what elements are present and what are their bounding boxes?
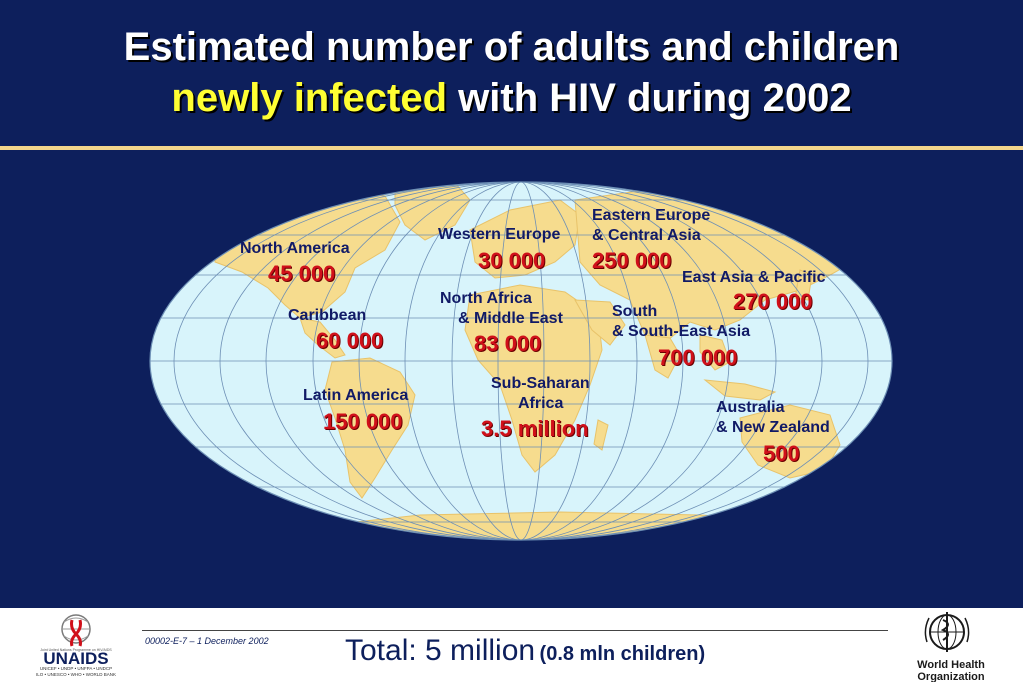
region-label-eastern-europe-line2: & Central Asia [592,227,701,244]
region-value-latin-america: 150 000 [323,409,403,434]
who-name-line2: Organization [917,671,985,682]
region-label-caribbean: Caribbean [288,307,367,324]
region-label-western-europe: Western Europe [438,226,561,243]
region-label-sub-saharan-line1: Sub-Saharan [491,375,590,392]
land-south-america [324,357,416,499]
graticule [150,182,892,540]
region-label-south-asia-line1: South [612,303,658,320]
region-value-eastern-europe: 250 000 [592,248,672,273]
region-label-latin-america: Latin America [303,387,409,404]
svg-text:Joint United Nations Programme: Joint United Nations Programme on HIV/AI… [40,648,112,652]
region-label-eastern-europe-line1: Eastern Europe [592,207,711,224]
region-value-north-america: 45 000 [268,261,336,286]
region-label-north-africa-line2: & Middle East [458,310,563,327]
region-value-sub-saharan: 3.5 million [481,416,589,441]
slide-background: Estimated number of adults and children … [0,0,1023,608]
who-emblem: World Health Organization [917,612,985,683]
who-logo: World Health Organization [905,610,1015,683]
unaids-logo: UNAIDS Joint United Nations Programme on… [24,612,128,678]
land-madagascar [593,419,609,451]
region-label-sub-saharan-line2: Africa [518,395,564,412]
title-divider [0,146,1023,150]
region-label-north-america: North America [240,240,350,257]
region-value-australia: 500 [763,441,800,466]
svg-text:ILO • UNESCO • WHO • WORLD BAN: ILO • UNESCO • WHO • WORLD BANK [36,672,116,677]
region-label-australia-line1: Australia [716,399,785,416]
region-label-north-africa-line1: North Africa [440,290,532,307]
region-label-east-asia: East Asia & Pacific [682,269,826,286]
total-summary: Total: 5 million (0.8 mln children) [345,634,705,668]
land-indonesia [703,379,777,401]
title-line-2-rest: with HIV during 2002 [447,76,852,120]
region-value-east-asia: 270 000 [733,289,813,314]
region-value-western-europe: 30 000 [478,248,546,273]
who-name-line1: World Health [917,659,985,671]
total-main: Total: 5 million [345,634,536,667]
region-value-north-africa: 83 000 [474,331,542,356]
title-line-2: newly infected with HIV during 2002 [0,73,1023,124]
land-europe [469,199,581,279]
region-value-south-asia: 700 000 [658,345,738,370]
unaids-emblem: UNAIDS Joint United Nations Programme on… [36,614,116,677]
unaids-wordmark: UNAIDS [43,649,108,668]
total-children: (0.8 mln children) [539,643,706,665]
land-central-america [299,317,346,359]
slide-title: Estimated number of adults and children … [0,22,1023,124]
footer-divider [142,630,888,631]
title-highlight: newly infected [171,76,448,120]
region-value-caribbean: 60 000 [316,328,384,353]
region-label-australia-line2: & New Zealand [716,419,830,436]
title-line-1: Estimated number of adults and children [123,25,900,69]
svg-text:UNICEF • UNDP • UNFPA • UNDCP: UNICEF • UNDP • UNFPA • UNDCP [40,666,112,671]
world-map [149,181,893,541]
document-code: 00002-E-7 – 1 December 2002 [145,636,269,646]
land-india [644,334,681,379]
land-new-zealand [855,469,871,496]
region-label-south-asia-line2: & South-East Asia [612,323,751,340]
